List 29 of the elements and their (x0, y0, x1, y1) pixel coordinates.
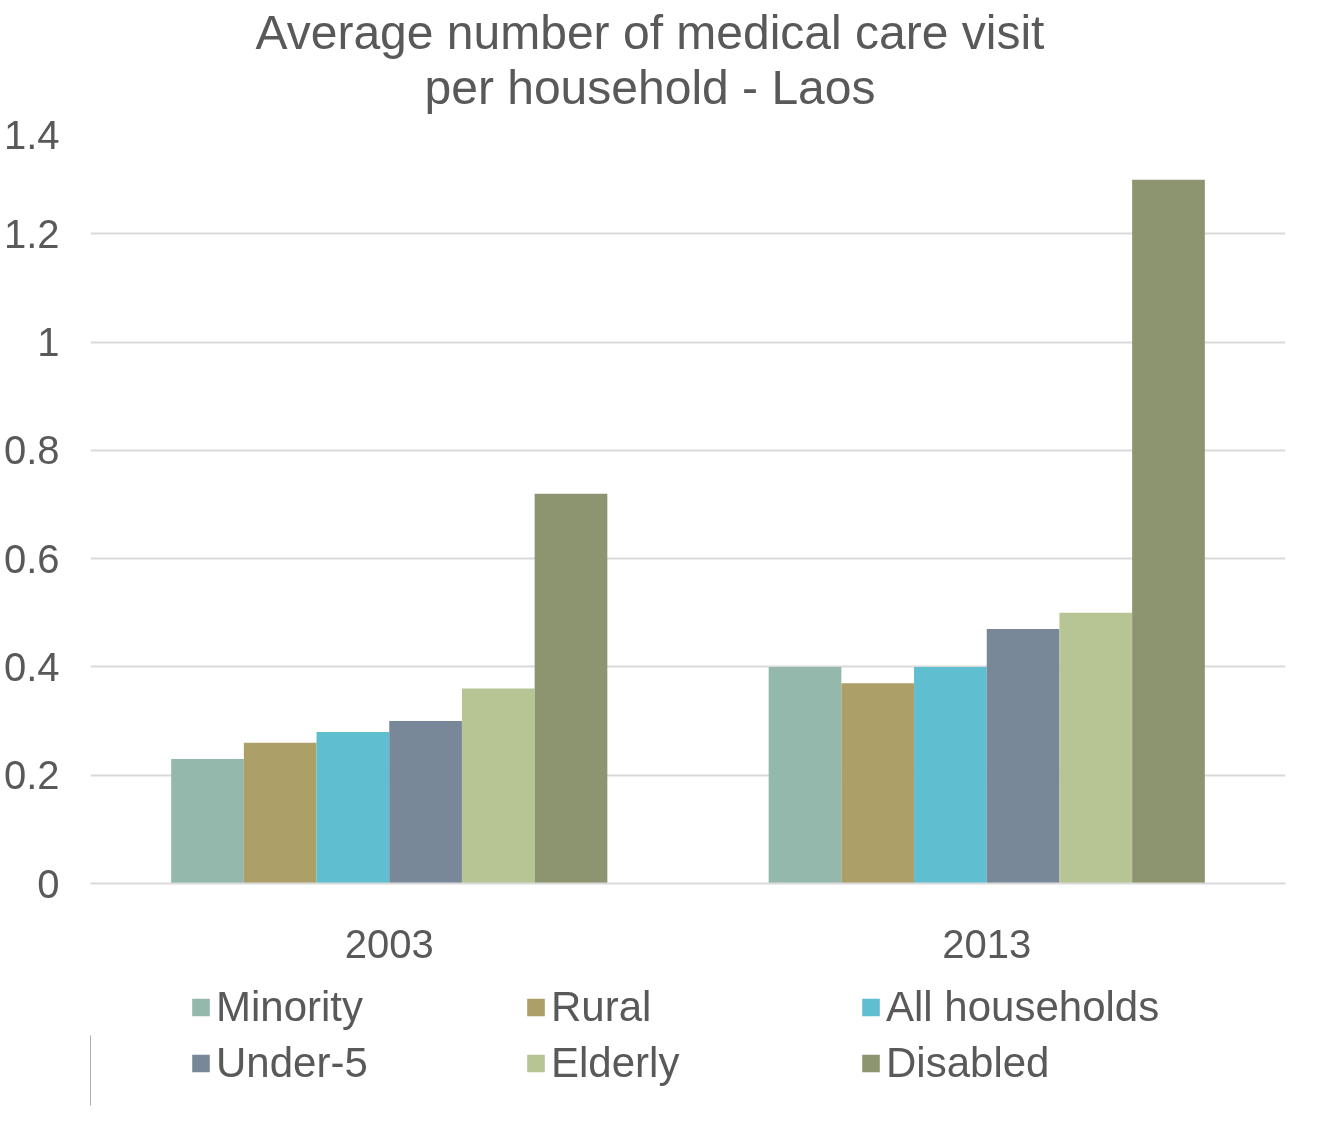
y-tick-label: 0 (37, 861, 60, 906)
bar (534, 494, 608, 884)
y-tick-label: 1 (37, 320, 60, 365)
bar (986, 629, 1060, 884)
bar (389, 721, 462, 884)
bar (461, 688, 535, 884)
bar (914, 667, 987, 884)
legend-label: All households (886, 983, 1161, 1032)
legend-label: Rural (551, 983, 653, 1032)
y-tick-label: 1.4 (3, 112, 60, 157)
chart-title: Average number of medical care visit per household - Laos (255, 5, 1045, 116)
bar (768, 667, 842, 884)
y-tick-label: 1.2 (3, 212, 60, 257)
legend-label: Elderly (551, 1039, 681, 1088)
y-tick-label: 0.8 (3, 428, 60, 473)
bar (171, 759, 244, 884)
y-tick-label: 0.6 (3, 537, 60, 582)
bar (1059, 613, 1133, 884)
bar (243, 743, 317, 884)
y-tick-label: 0.2 (3, 753, 60, 798)
x-tick-label: 2003 (344, 921, 434, 966)
legend-label: Under-5 (216, 1039, 369, 1088)
x-tick-label: 2013 (942, 921, 1032, 966)
bar (316, 732, 390, 884)
legend-label: Disabled (886, 1039, 1051, 1088)
bar (1132, 180, 1205, 884)
bar (841, 683, 915, 884)
legend-label: Minority (216, 983, 365, 1032)
y-tick-label: 0.4 (3, 645, 60, 690)
